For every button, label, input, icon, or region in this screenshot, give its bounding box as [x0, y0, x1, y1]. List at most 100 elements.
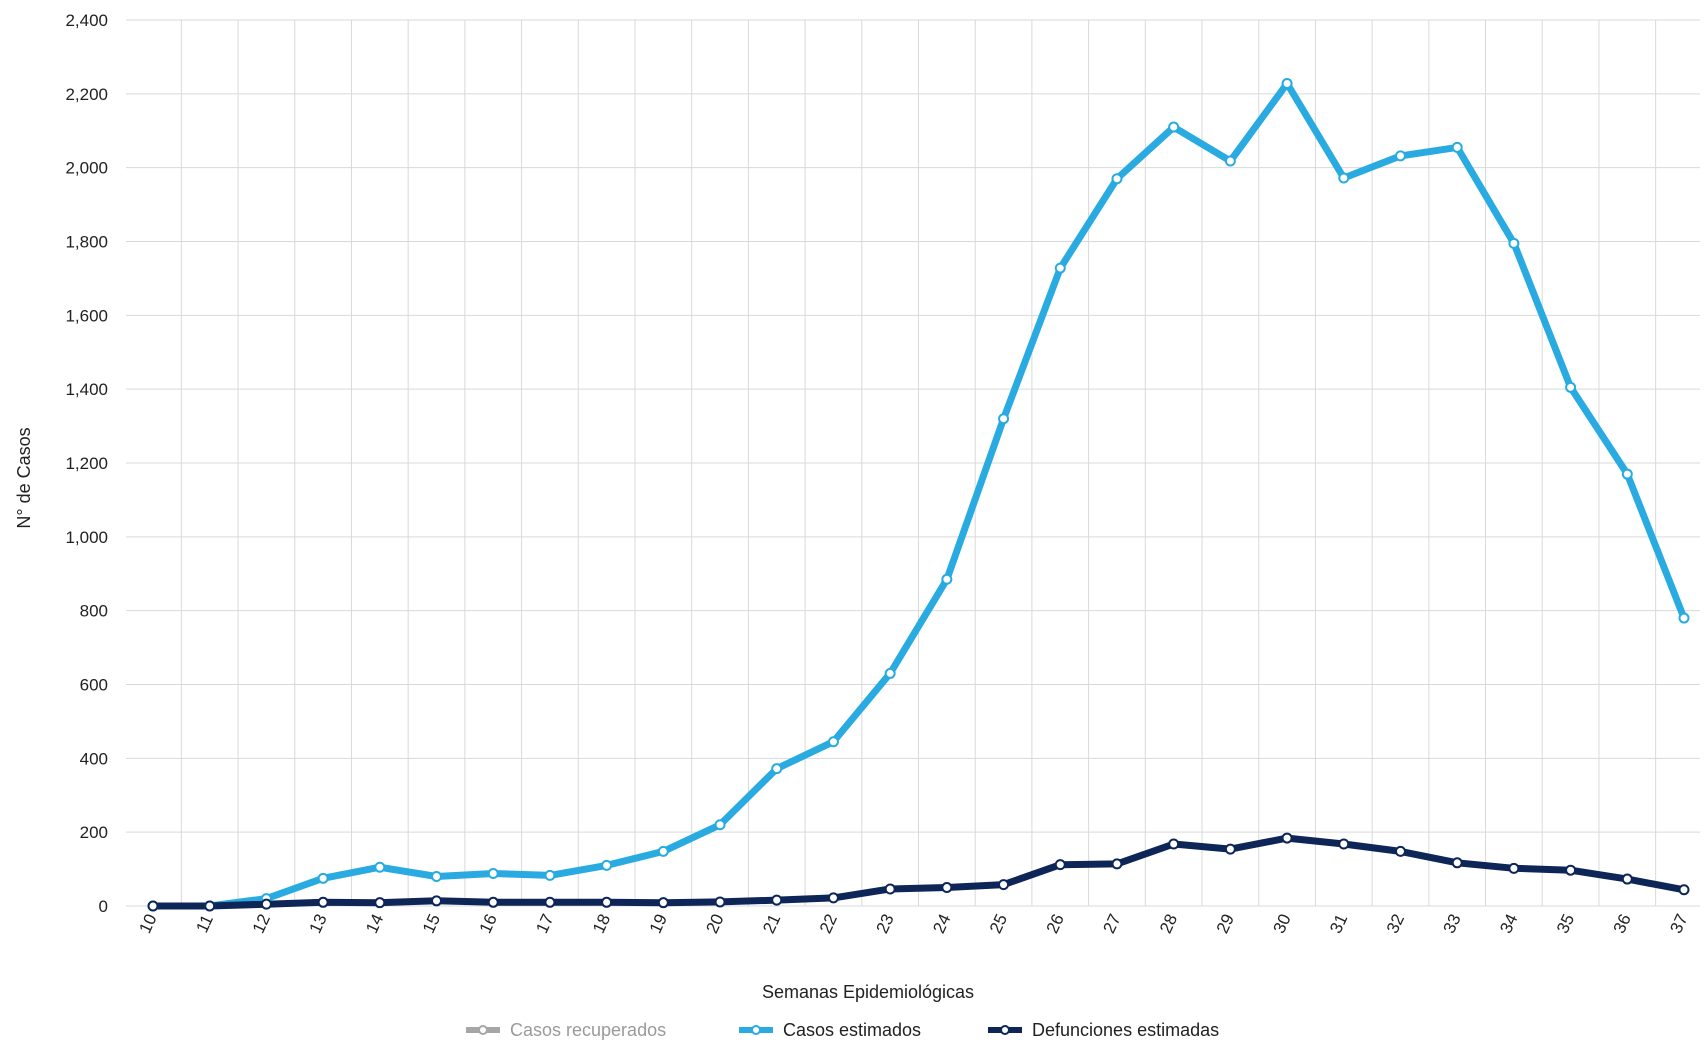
data-point	[884, 667, 896, 679]
x-tick-label: 10	[135, 911, 160, 936]
series-line	[149, 834, 1688, 910]
data-point	[544, 896, 556, 908]
data-point	[1054, 262, 1066, 274]
data-point	[1224, 843, 1236, 855]
data-point	[771, 763, 783, 775]
y-tick-label: 1,400	[65, 380, 108, 399]
data-point	[884, 883, 896, 895]
legend-marker	[1000, 1025, 1010, 1035]
x-tick-label: 34	[1496, 911, 1521, 936]
data-point	[317, 872, 329, 884]
data-point	[714, 896, 726, 908]
y-axis-title: N° de Casos	[14, 427, 34, 528]
data-point	[998, 413, 1010, 425]
data-point	[1451, 857, 1463, 869]
legend-label: Defunciones estimadas	[1032, 1020, 1219, 1040]
legend-label: Casos recuperados	[510, 1020, 666, 1040]
data-point	[431, 870, 443, 882]
data-point	[1621, 468, 1633, 480]
data-point	[827, 892, 839, 904]
data-point	[374, 861, 386, 873]
x-tick-label: 12	[249, 911, 274, 936]
data-point	[1621, 873, 1633, 885]
x-axis: 10 11 12 13 14 15 16 17 18 19 20 21 22 23 24 25 26 27 28 29…	[135, 911, 1691, 936]
data-point	[941, 573, 953, 585]
data-point	[1338, 172, 1350, 184]
grid	[126, 19, 1700, 907]
y-tick-label: 1,800	[65, 233, 108, 252]
x-tick-label: 15	[419, 911, 444, 936]
data-point	[714, 819, 726, 831]
y-tick-label: 200	[80, 823, 108, 842]
data-point	[1224, 155, 1236, 167]
data-point	[487, 896, 499, 908]
x-tick-label: 31	[1326, 911, 1351, 936]
data-point	[1338, 838, 1350, 850]
data-point	[1168, 838, 1180, 850]
x-tick-label: 23	[873, 911, 898, 936]
data-point	[1281, 77, 1293, 89]
x-tick-label: 26	[1043, 911, 1068, 936]
data-point	[431, 895, 443, 907]
data-point	[771, 894, 783, 906]
y-tick-label: 2,000	[65, 159, 108, 178]
x-tick-label: 30	[1269, 911, 1294, 936]
x-tick-label: 25	[986, 911, 1011, 936]
data-point	[657, 897, 669, 909]
x-tick-label: 32	[1383, 911, 1408, 936]
data-point	[941, 882, 953, 894]
x-tick-label: 36	[1610, 911, 1635, 936]
series-lines	[149, 80, 1688, 910]
data-point	[1281, 832, 1293, 844]
data-point	[1451, 141, 1463, 153]
y-tick-label: 600	[80, 676, 108, 695]
x-tick-label: 28	[1156, 911, 1181, 936]
x-tick-label: 13	[306, 911, 331, 936]
y-axis: 0 200 400 600 800 1,000 1,200 1,400 1,600 1,800 2,…	[65, 11, 108, 916]
data-point	[260, 898, 272, 910]
y-tick-label: 400	[80, 749, 108, 768]
x-tick-label: 37	[1666, 911, 1691, 936]
x-tick-label: 14	[362, 911, 387, 936]
x-tick-label: 18	[589, 911, 614, 936]
x-tick-label: 24	[929, 911, 954, 936]
x-tick-label: 19	[646, 911, 671, 936]
legend-label: Casos estimados	[783, 1020, 921, 1040]
x-tick-label: 16	[476, 911, 501, 936]
x-tick-label: 29	[1213, 911, 1238, 936]
legend-marker	[478, 1025, 488, 1035]
data-point	[827, 736, 839, 748]
data-point	[1168, 121, 1180, 133]
y-tick-label: 800	[80, 602, 108, 621]
x-tick-label: 20	[702, 911, 727, 936]
data-point	[374, 897, 386, 909]
data-point	[544, 869, 556, 881]
legend-marker	[751, 1025, 761, 1035]
x-tick-label: 17	[532, 911, 557, 936]
series-line	[149, 80, 1688, 910]
x-tick-label: 22	[816, 911, 841, 936]
data-point	[1111, 858, 1123, 870]
y-tick-label: 1,600	[65, 306, 108, 325]
x-tick-label: 33	[1440, 911, 1465, 936]
data-point	[1394, 845, 1406, 857]
x-tick-label: 21	[759, 911, 784, 936]
y-tick-label: 2,400	[65, 11, 108, 30]
data-point	[1508, 862, 1520, 874]
x-tick-label: 35	[1553, 911, 1578, 936]
data-point	[1678, 612, 1690, 624]
legend: Casos recuperados Casos estimados Defuncio…	[466, 1020, 1219, 1040]
data-point	[204, 900, 216, 912]
data-point	[657, 845, 669, 857]
data-point	[601, 859, 613, 871]
data-point	[1565, 381, 1577, 393]
data-point	[1508, 237, 1520, 249]
y-tick-label: 0	[99, 897, 108, 916]
y-tick-label: 2,200	[65, 85, 108, 104]
y-tick-label: 1,000	[65, 528, 108, 547]
data-point	[1678, 884, 1690, 896]
x-axis-title: Semanas Epidemiológicas	[762, 982, 974, 1002]
data-point	[1394, 150, 1406, 162]
x-tick-label: 11	[192, 912, 217, 936]
